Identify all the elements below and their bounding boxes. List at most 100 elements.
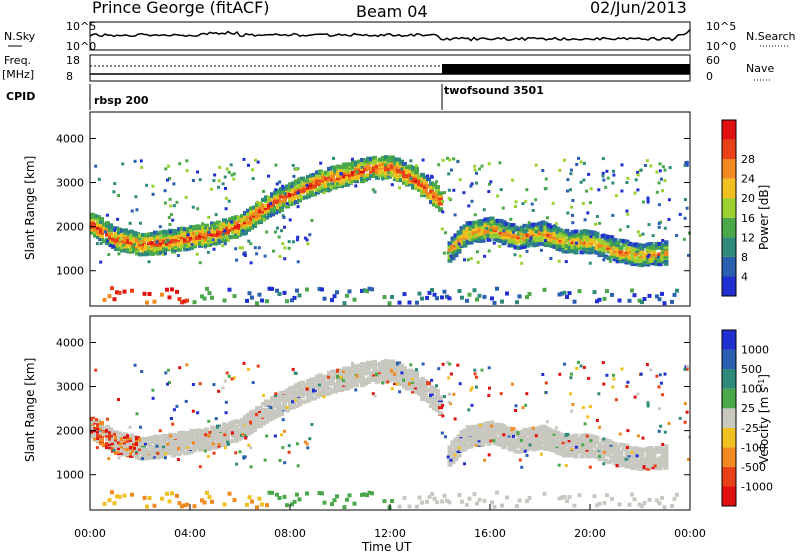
velocity-cell bbox=[621, 443, 627, 448]
power-cell bbox=[429, 184, 434, 189]
velocity-cell bbox=[186, 444, 191, 449]
velocity-cell bbox=[528, 437, 534, 442]
velocity-cell bbox=[246, 424, 251, 429]
velocity-cell bbox=[397, 504, 402, 509]
power-cell bbox=[636, 243, 642, 248]
power-cell bbox=[639, 251, 645, 256]
power-cell bbox=[658, 169, 662, 173]
velocity-cell bbox=[276, 413, 281, 418]
power-cell bbox=[102, 222, 107, 227]
velocity-cell bbox=[129, 433, 134, 438]
velocity-cell bbox=[357, 368, 362, 372]
power-cell bbox=[647, 293, 652, 298]
power-cell bbox=[595, 215, 599, 218]
power-cell bbox=[366, 156, 371, 161]
power-cell bbox=[411, 165, 416, 170]
power-cell bbox=[612, 257, 618, 262]
velocity-cell bbox=[632, 497, 637, 502]
power-cell bbox=[366, 159, 371, 164]
power-cell bbox=[483, 230, 489, 235]
power-cell bbox=[251, 177, 255, 181]
velocity-cell bbox=[309, 395, 314, 400]
velocity-cell bbox=[561, 440, 567, 445]
velocity-cell bbox=[333, 375, 338, 380]
power-cell bbox=[200, 294, 204, 299]
power-cell bbox=[657, 297, 662, 302]
velocity-cell bbox=[444, 435, 447, 439]
power-cell bbox=[513, 236, 519, 241]
velocity-cell bbox=[327, 375, 330, 379]
velocity-cell bbox=[429, 399, 434, 404]
velocity-cell bbox=[471, 438, 477, 443]
power-cell bbox=[288, 193, 293, 197]
velocity-cell bbox=[528, 429, 534, 433]
velocity-cell bbox=[627, 451, 633, 456]
power-cell bbox=[516, 231, 522, 236]
power-cell bbox=[211, 238, 215, 242]
power-cell bbox=[292, 240, 295, 244]
velocity-cell bbox=[626, 429, 630, 433]
power-cell bbox=[435, 201, 440, 206]
velocity-cell bbox=[107, 457, 111, 461]
velocity-cell bbox=[192, 443, 197, 448]
power-cell bbox=[685, 163, 689, 167]
velocity-cell bbox=[232, 498, 237, 503]
power-cell bbox=[282, 202, 287, 207]
power-cell bbox=[520, 261, 524, 265]
velocity-cell bbox=[105, 433, 110, 438]
power-cell bbox=[420, 296, 424, 301]
power-cell bbox=[108, 237, 113, 242]
velocity-cell bbox=[96, 434, 101, 439]
velocity-cell bbox=[540, 445, 546, 450]
velocity-cell bbox=[667, 422, 671, 425]
velocity-cell bbox=[442, 493, 447, 498]
power-cell bbox=[474, 220, 480, 225]
power-cell bbox=[303, 195, 308, 200]
power-cell bbox=[495, 226, 501, 231]
velocity-cell bbox=[543, 447, 549, 451]
power-cell bbox=[657, 262, 663, 267]
velocity-cell bbox=[480, 442, 486, 447]
velocity-cell bbox=[474, 442, 480, 447]
velocity-cell bbox=[297, 383, 302, 388]
power-cell bbox=[498, 245, 502, 248]
velocity-cell bbox=[138, 450, 143, 455]
power-cell bbox=[432, 194, 437, 198]
velocity-cell bbox=[411, 376, 416, 381]
velocity-cell bbox=[600, 452, 606, 457]
velocity-cell bbox=[402, 378, 407, 382]
power-cell bbox=[228, 222, 233, 227]
power-cell bbox=[335, 290, 339, 295]
power-cell bbox=[561, 239, 567, 244]
power-cell bbox=[219, 222, 224, 227]
power-cell bbox=[656, 255, 660, 259]
power-cell bbox=[135, 251, 140, 256]
velocity-cell bbox=[213, 435, 218, 440]
velocity-cell bbox=[522, 427, 528, 432]
power-cell bbox=[543, 232, 549, 237]
power-cell bbox=[546, 237, 552, 242]
power-cell bbox=[176, 254, 180, 257]
power-cell bbox=[588, 245, 594, 250]
power-cell bbox=[534, 222, 540, 227]
power-cell bbox=[267, 286, 272, 291]
velocity-cell bbox=[645, 448, 651, 453]
velocity-cell bbox=[384, 371, 389, 376]
power-cell bbox=[278, 255, 282, 258]
power-cell bbox=[185, 298, 189, 303]
power-cell bbox=[159, 235, 164, 240]
velocity-cell bbox=[469, 388, 473, 392]
velocity-cell bbox=[651, 453, 657, 458]
velocity-cell bbox=[351, 382, 356, 387]
power-cell bbox=[414, 186, 419, 190]
power-cell bbox=[602, 258, 606, 262]
power-cell bbox=[648, 256, 654, 261]
power-cell bbox=[651, 249, 657, 254]
power-cell bbox=[296, 167, 300, 171]
colorbar-segment bbox=[722, 159, 736, 179]
power-cell bbox=[222, 226, 227, 231]
velocity-cell bbox=[90, 426, 95, 431]
velocity-cell bbox=[507, 445, 513, 450]
power-cell bbox=[468, 232, 472, 236]
power-cell bbox=[396, 162, 401, 167]
